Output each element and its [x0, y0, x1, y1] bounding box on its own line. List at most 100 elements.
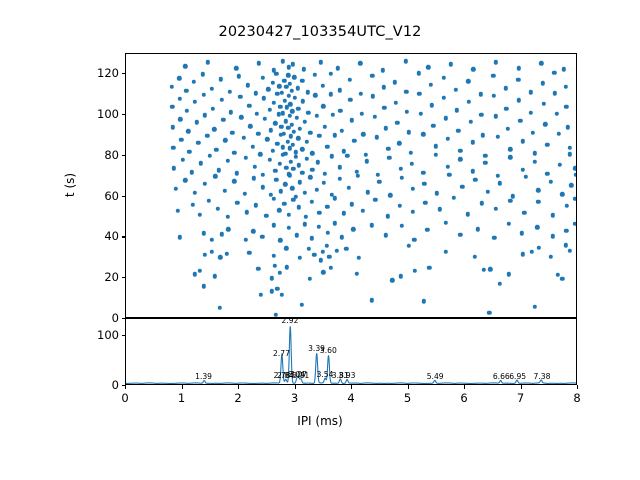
histogram-peak-label: 2.92	[281, 316, 299, 326]
scatter-point	[472, 177, 478, 182]
scatter-point	[332, 132, 338, 138]
scatter-point	[209, 237, 215, 243]
scatter-point	[394, 120, 400, 126]
scatter-point	[271, 223, 277, 228]
histogram-peak-label: 7.38	[533, 372, 551, 382]
scatter-point	[274, 71, 279, 76]
scatter-point	[420, 170, 426, 176]
scatter-point	[545, 142, 550, 147]
histogram-peak-label: 3.11	[292, 370, 310, 380]
scatter-y-tick-mark	[121, 73, 125, 75]
scatter-point	[445, 164, 451, 169]
scatter-point	[536, 187, 541, 193]
scatter-point	[345, 153, 350, 158]
scatter-point	[572, 221, 576, 227]
histogram-peak-label: 5.49	[426, 372, 444, 382]
scatter-point	[216, 167, 221, 173]
scatter-point	[532, 159, 538, 164]
scatter-point	[453, 87, 459, 93]
scatter-point	[177, 96, 182, 102]
scatter-point	[279, 90, 285, 95]
scatter-point	[520, 167, 525, 172]
scatter-point	[302, 222, 308, 227]
scatter-point	[416, 70, 421, 76]
histogram-y-tick-mark	[121, 385, 125, 387]
scatter-point	[299, 302, 304, 307]
scatter-point	[288, 101, 293, 107]
histogram-peak-label: 3.54	[316, 370, 334, 380]
scatter-point	[495, 173, 500, 179]
scatter-point	[170, 104, 175, 110]
scatter-point	[515, 77, 521, 83]
scatter-point	[176, 76, 182, 81]
scatter-point	[465, 212, 471, 217]
scatter-point	[271, 196, 277, 201]
scatter-point	[503, 86, 508, 91]
scatter-point	[559, 192, 565, 197]
scatter-point	[307, 174, 313, 180]
scatter-point	[213, 174, 218, 179]
scatter-point	[339, 128, 345, 134]
scatter-point	[541, 101, 546, 106]
scatter-point	[300, 170, 305, 175]
x-tick-mark	[464, 385, 466, 389]
scatter-point	[406, 243, 411, 248]
scatter-point	[254, 111, 260, 116]
scatter-point	[480, 132, 486, 138]
scatter-point	[302, 190, 307, 196]
scatter-point	[291, 129, 296, 135]
histogram-peak-label: 6.66	[492, 372, 510, 382]
scatter-point	[421, 299, 426, 304]
scatter-point	[243, 237, 248, 242]
scatter-point	[183, 64, 188, 69]
histogram-axes	[125, 318, 577, 385]
scatter-y-tick-mark	[121, 277, 125, 279]
scatter-point	[372, 197, 378, 202]
scatter-point	[554, 111, 559, 116]
scatter-point	[369, 298, 374, 303]
scatter-point	[190, 202, 195, 208]
scatter-point	[350, 227, 356, 232]
x-tick-label: 3	[290, 391, 299, 405]
scatter-point	[443, 249, 448, 254]
scatter-point	[237, 94, 243, 99]
scatter-point	[313, 92, 318, 98]
scatter-point	[466, 79, 471, 84]
scatter-point	[305, 90, 311, 95]
scatter-point	[224, 251, 229, 256]
scatter-point	[332, 220, 338, 226]
scatter-point	[344, 246, 349, 252]
scatter-point	[387, 155, 392, 160]
scatter-point	[380, 68, 386, 73]
scatter-point	[320, 269, 326, 275]
scatter-point	[289, 109, 295, 114]
scatter-point	[225, 214, 230, 220]
scatter-point	[230, 130, 235, 135]
scatter-point	[261, 96, 267, 101]
scatter-point	[329, 154, 334, 159]
scatter-point	[483, 160, 488, 166]
scatter-point	[259, 234, 265, 239]
scatter-point	[536, 245, 542, 250]
scatter-point	[475, 227, 481, 232]
scatter-point	[426, 65, 431, 70]
scatter-point	[302, 119, 307, 124]
scatter-point	[529, 249, 534, 254]
scatter-y-tick-label: 20	[104, 270, 119, 285]
scatter-point	[388, 193, 393, 198]
scatter-point	[507, 198, 513, 203]
scatter-point	[389, 278, 395, 283]
scatter-point	[445, 136, 451, 141]
scatter-point	[360, 208, 365, 214]
scatter-point	[207, 153, 212, 159]
scatter-point	[289, 122, 294, 127]
scatter-point	[192, 271, 198, 277]
scatter-point	[318, 59, 324, 65]
scatter-point	[563, 84, 568, 89]
scatter-point	[278, 132, 283, 137]
scatter-point	[260, 185, 265, 190]
scatter-point	[286, 225, 291, 230]
scatter-point	[520, 251, 525, 257]
scatter-point	[287, 81, 293, 86]
scatter-point	[273, 312, 278, 317]
